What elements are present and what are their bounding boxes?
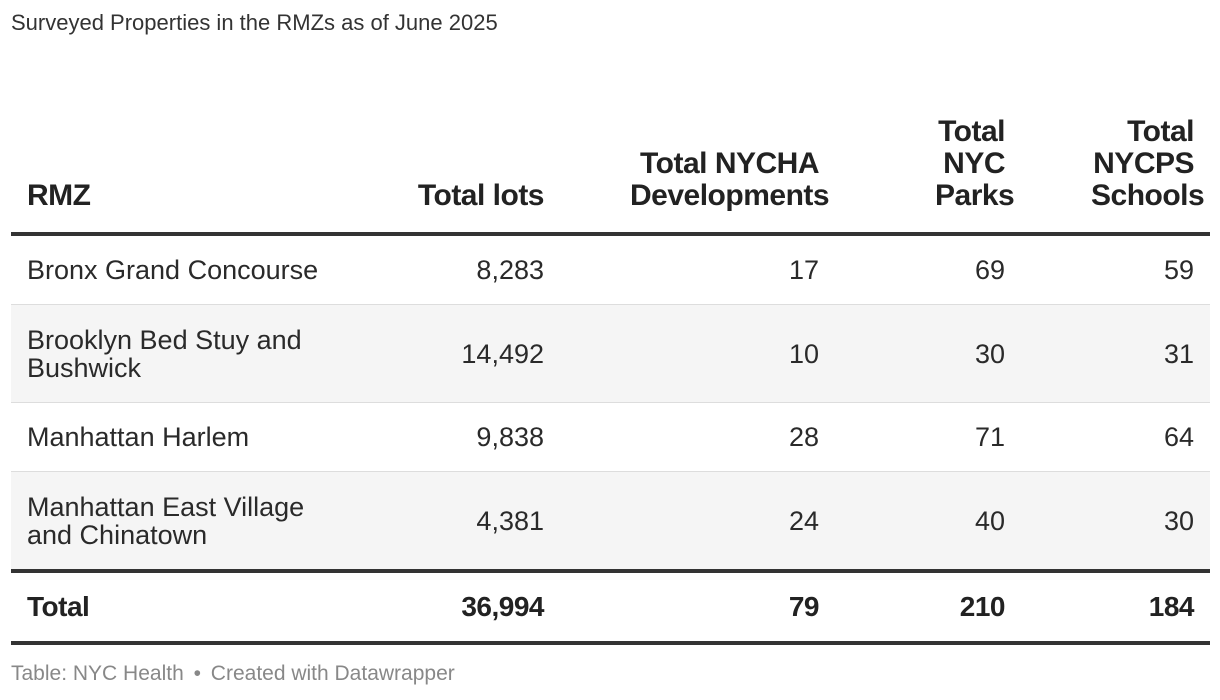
cell-rmz: Brooklyn Bed Stuy and Bushwick bbox=[11, 304, 348, 403]
column-header-nycha[interactable]: Total NYCHA Developments bbox=[560, 88, 835, 236]
cell-nycha: 10 bbox=[560, 304, 835, 403]
cell-total-lots: 9,838 bbox=[348, 402, 560, 472]
separator-dot: • bbox=[193, 662, 201, 685]
cell-nycha: 17 bbox=[560, 234, 835, 305]
cell-total-lots: 8,283 bbox=[348, 234, 560, 305]
cell-nycha: 24 bbox=[560, 471, 835, 573]
cell-schools: 31 bbox=[1021, 304, 1210, 403]
cell-total-lots: 4,381 bbox=[348, 471, 560, 573]
column-header-rmz[interactable]: RMZ bbox=[11, 88, 348, 236]
table-row: Manhattan Harlem 9,838 28 71 64 bbox=[11, 402, 1210, 472]
data-table: RMZ Total lots Total NYCHA Developments … bbox=[11, 88, 1210, 645]
cell-parks: 69 bbox=[835, 234, 1021, 305]
cell-total-lots: 14,492 bbox=[348, 304, 560, 403]
cell-schools: 30 bbox=[1021, 471, 1210, 573]
table-title: Surveyed Properties in the RMZs as of Ju… bbox=[11, 10, 498, 35]
cell-parks: 30 bbox=[835, 304, 1021, 403]
column-header-total-lots[interactable]: Total lots bbox=[348, 88, 560, 236]
cell-rmz: Manhattan East Village and Chinatown bbox=[11, 471, 348, 573]
total-row: Total 36,994 79 210 184 bbox=[11, 571, 1210, 645]
cell-rmz: Manhattan Harlem bbox=[11, 402, 348, 472]
total-schools: 184 bbox=[1021, 571, 1210, 645]
cell-rmz: Bronx Grand Concourse bbox=[11, 234, 348, 305]
cell-schools: 59 bbox=[1021, 234, 1210, 305]
cell-nycha: 28 bbox=[560, 402, 835, 472]
source-text: Table: NYC Health bbox=[11, 662, 184, 685]
total-label: Total bbox=[11, 571, 348, 645]
footer-note: Table: NYC Health • Created with Datawra… bbox=[11, 662, 455, 686]
table-row: Brooklyn Bed Stuy and Bushwick 14,492 10… bbox=[11, 304, 1210, 403]
cell-schools: 64 bbox=[1021, 402, 1210, 472]
total-nycha: 79 bbox=[560, 571, 835, 645]
cell-parks: 71 bbox=[835, 402, 1021, 472]
column-header-schools[interactable]: Total NYCPS Schools bbox=[1021, 88, 1210, 236]
table-row: Manhattan East Village and Chinatown 4,3… bbox=[11, 471, 1210, 573]
table-row: Bronx Grand Concourse 8,283 17 69 59 bbox=[11, 234, 1210, 305]
total-parks: 210 bbox=[835, 571, 1021, 645]
credit-text: Created with Datawrapper bbox=[210, 662, 455, 685]
cell-parks: 40 bbox=[835, 471, 1021, 573]
column-header-parks[interactable]: Total NYC Parks bbox=[835, 88, 1021, 236]
total-lots: 36,994 bbox=[348, 571, 560, 645]
header-row: RMZ Total lots Total NYCHA Developments … bbox=[11, 88, 1210, 236]
